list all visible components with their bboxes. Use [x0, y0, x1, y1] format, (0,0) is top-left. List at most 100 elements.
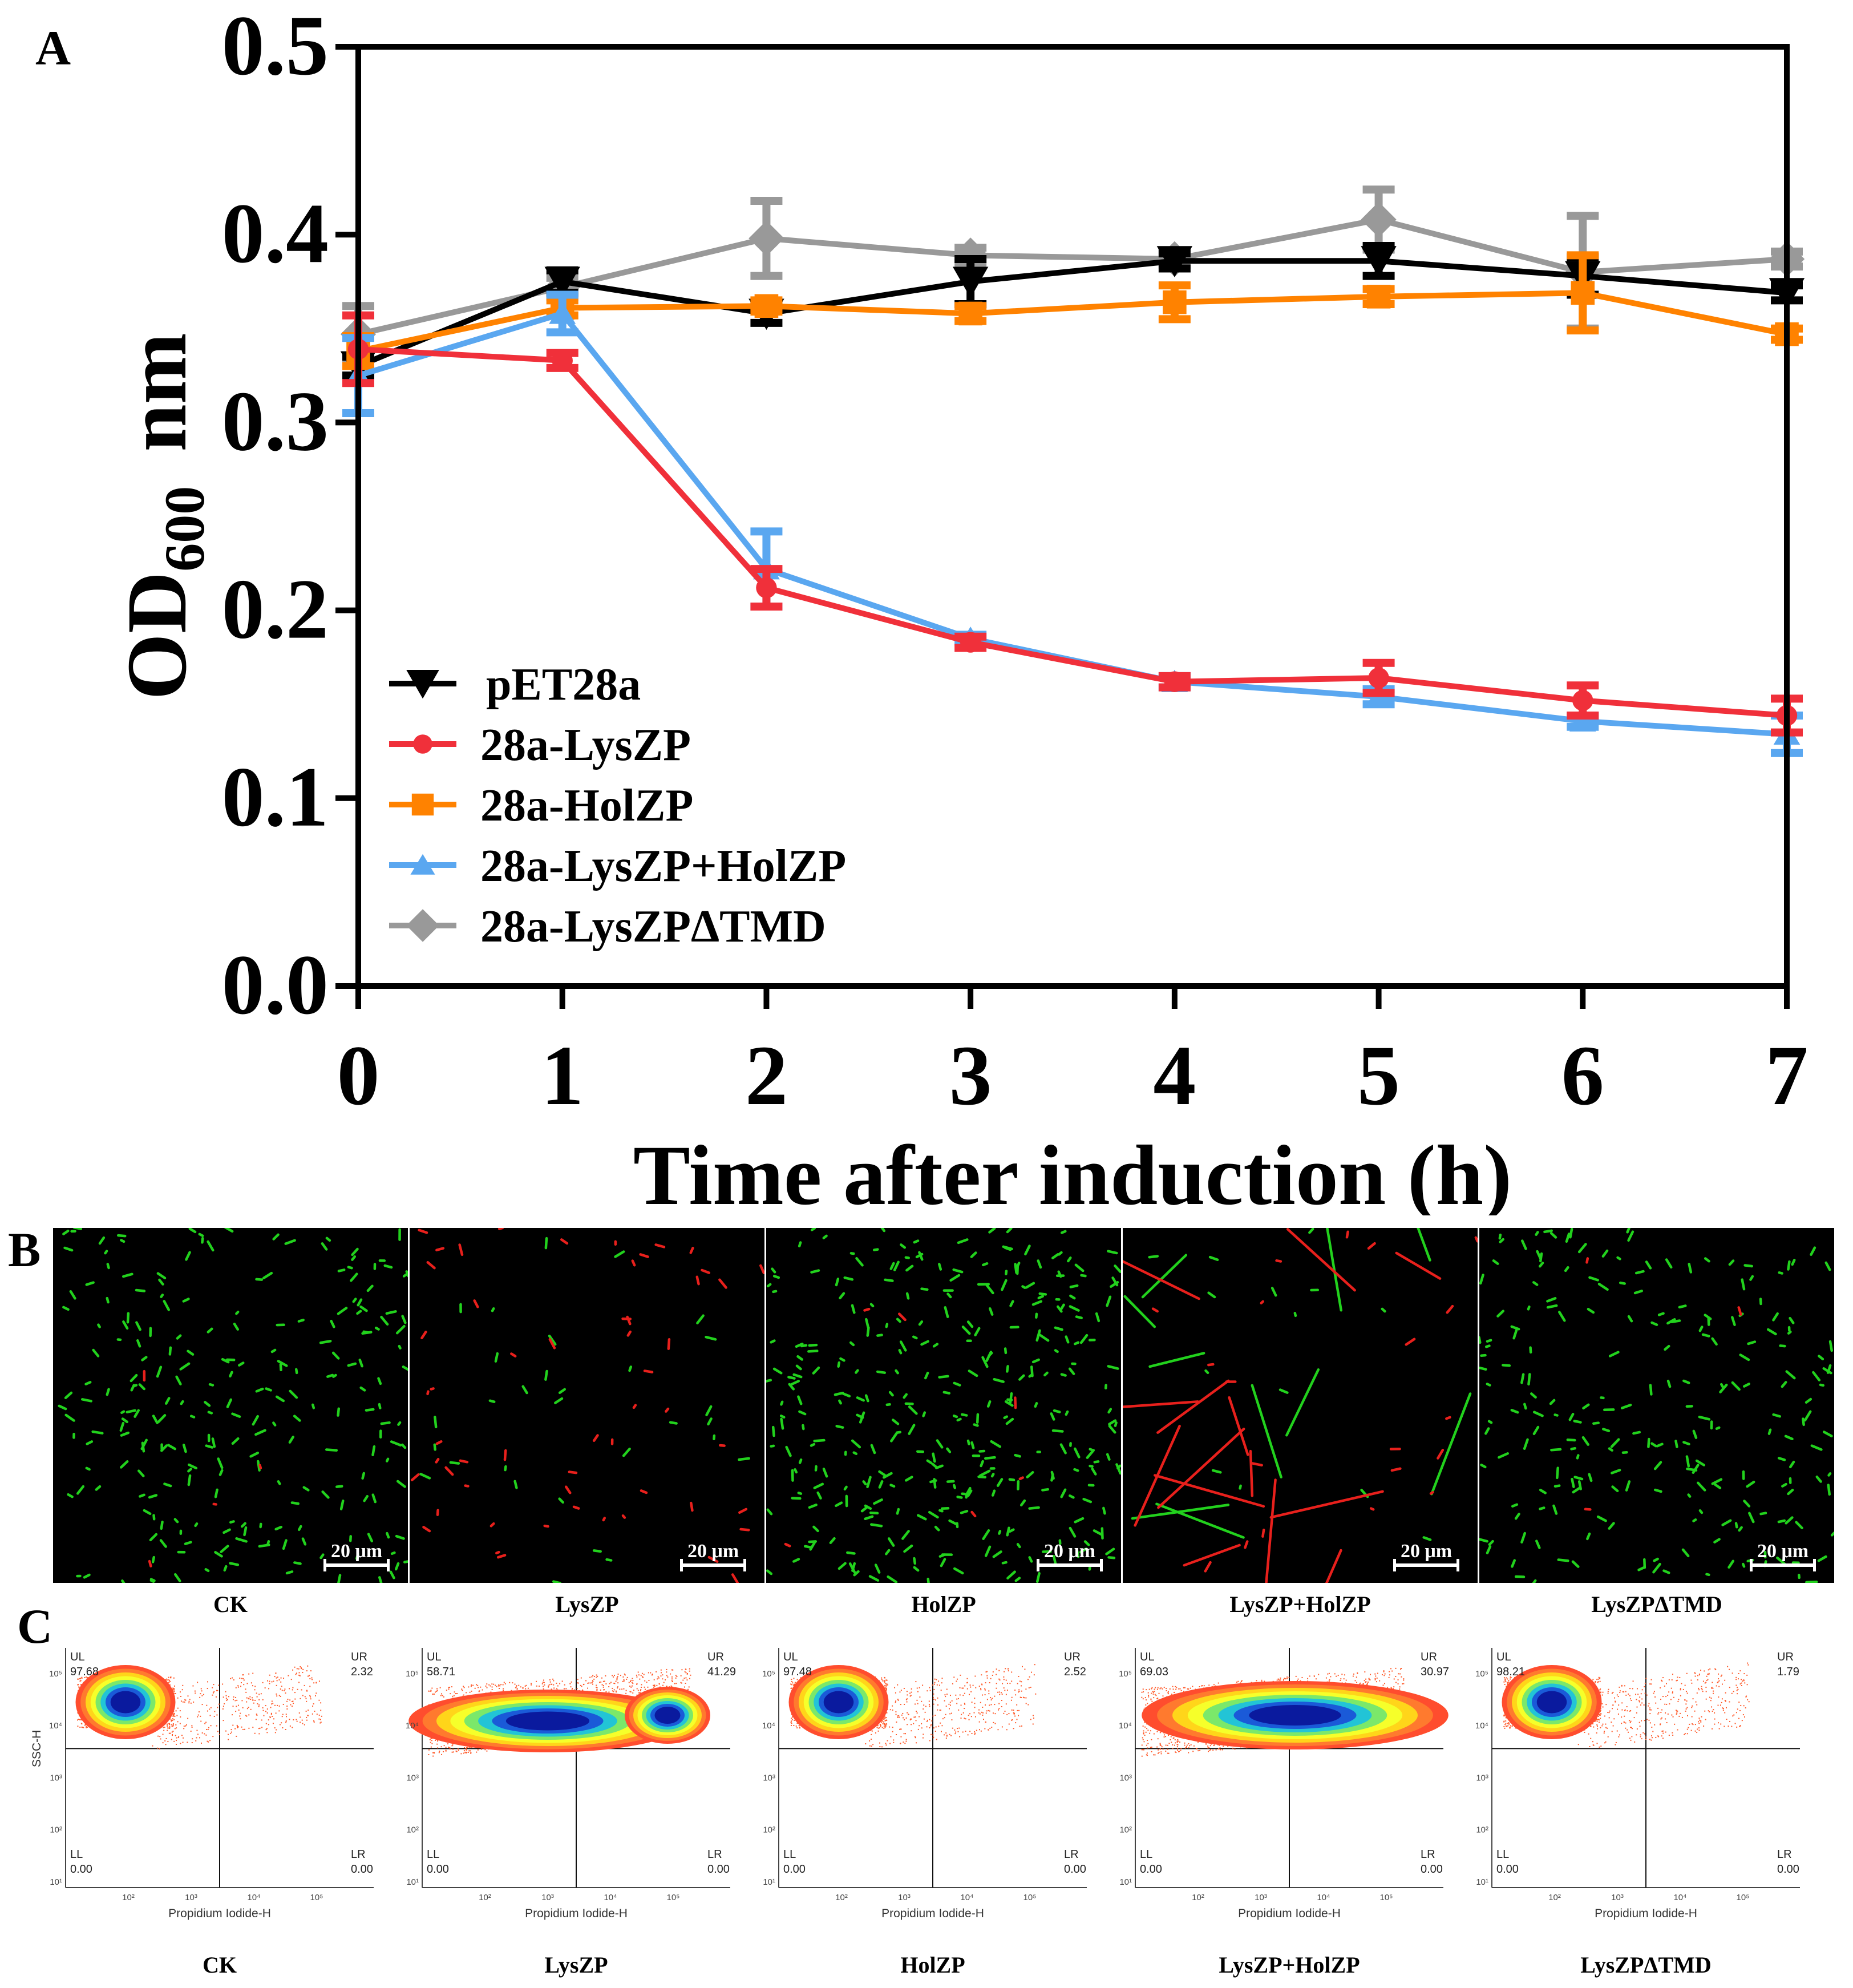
cell: [494, 1352, 499, 1363]
event-dot: [680, 1682, 682, 1683]
event-dot: [946, 1735, 948, 1736]
cell: [1611, 1485, 1619, 1493]
event-dot: [641, 1672, 643, 1674]
cell: [1251, 1462, 1263, 1467]
y-tick-label: 0.5: [222, 0, 329, 93]
event-dot: [654, 1684, 656, 1686]
event-dot: [1010, 1699, 1012, 1701]
event-dot: [458, 1749, 459, 1751]
event-dot: [885, 1743, 887, 1744]
cell: [1803, 1410, 1812, 1422]
event-dot: [302, 1668, 304, 1670]
cell: [1532, 1281, 1539, 1286]
event-dot: [964, 1703, 965, 1704]
event-dot: [295, 1674, 297, 1675]
event-dot: [793, 1678, 795, 1679]
cell: [1030, 1365, 1034, 1377]
cell: [1325, 1549, 1342, 1583]
event-dot: [556, 1688, 557, 1690]
cell: [771, 1267, 776, 1274]
event-dot: [77, 1726, 79, 1727]
legend-label: pET28a: [486, 660, 641, 710]
event-dot: [167, 1679, 169, 1681]
cell: [297, 1319, 305, 1323]
cell: [1571, 1560, 1580, 1568]
cell: [444, 1466, 454, 1476]
event-dot: [1025, 1688, 1027, 1690]
event-dot: [894, 1687, 896, 1688]
data-point: [544, 266, 580, 298]
cell: [1429, 1490, 1434, 1495]
event-dot: [904, 1703, 905, 1705]
event-dot: [241, 1678, 242, 1679]
cell: [377, 1377, 382, 1385]
cell: [970, 1251, 977, 1258]
cell: [1737, 1306, 1742, 1316]
cell: [780, 1417, 784, 1430]
cell: [1570, 1446, 1576, 1450]
event-dot: [169, 1727, 171, 1729]
event-dot: [307, 1665, 309, 1667]
cell: [390, 1551, 396, 1555]
series-line: [357, 216, 1787, 337]
cell: [1698, 1415, 1711, 1421]
event-dot: [446, 1690, 447, 1691]
cell: [1034, 1402, 1038, 1408]
cell: [148, 1494, 158, 1499]
data-point: [1366, 285, 1391, 309]
cell: [1207, 1291, 1216, 1299]
event-dot: [309, 1678, 311, 1679]
event-dot: [897, 1716, 899, 1718]
cell: [156, 1272, 167, 1280]
micrograph-caption: HolZP: [911, 1591, 976, 1617]
event-dot: [512, 1682, 513, 1684]
cell: [1784, 1435, 1794, 1441]
event-dot: [290, 1679, 292, 1680]
cell: [1028, 1506, 1040, 1510]
cell: [76, 1485, 85, 1495]
event-dot: [602, 1680, 604, 1682]
cell: [72, 1228, 83, 1230]
cell: [1006, 1526, 1010, 1537]
event-dot: [968, 1719, 970, 1720]
cell: [889, 1262, 895, 1270]
event-dot: [289, 1699, 291, 1701]
event-dot: [885, 1744, 887, 1746]
event-dot: [455, 1693, 456, 1695]
event-dot: [181, 1735, 183, 1736]
event-dot: [689, 1668, 690, 1670]
event-dot: [583, 1683, 585, 1685]
event-dot: [198, 1711, 200, 1713]
event-dot: [257, 1703, 258, 1704]
event-dot: [471, 1684, 472, 1686]
cell: [1004, 1400, 1014, 1407]
cell: [258, 1464, 262, 1470]
cell: [1634, 1270, 1645, 1275]
event-dot: [296, 1719, 297, 1720]
cell: [386, 1532, 390, 1539]
cell: [243, 1526, 248, 1537]
cell: [378, 1403, 382, 1409]
event-dot: [177, 1737, 179, 1739]
cell: [1626, 1228, 1631, 1234]
cell: [293, 1415, 301, 1422]
cell: [1512, 1329, 1518, 1340]
cell: [1052, 1554, 1057, 1566]
cell: [1791, 1258, 1796, 1266]
event-dot: [172, 1725, 173, 1727]
cell: [1785, 1370, 1796, 1380]
cell: [1031, 1300, 1043, 1306]
event-dot: [489, 1685, 491, 1687]
cell: [896, 1508, 900, 1515]
event-dot: [460, 1753, 462, 1755]
cell: [835, 1425, 844, 1429]
cell: [993, 1377, 1005, 1383]
cell: [1038, 1334, 1050, 1342]
cell: [1616, 1256, 1621, 1260]
event-dot: [477, 1749, 479, 1751]
series-line: [357, 290, 1787, 354]
event-dot: [252, 1699, 254, 1701]
event-dot: [193, 1701, 195, 1703]
cell: [882, 1472, 893, 1479]
cell: [1828, 1340, 1833, 1352]
